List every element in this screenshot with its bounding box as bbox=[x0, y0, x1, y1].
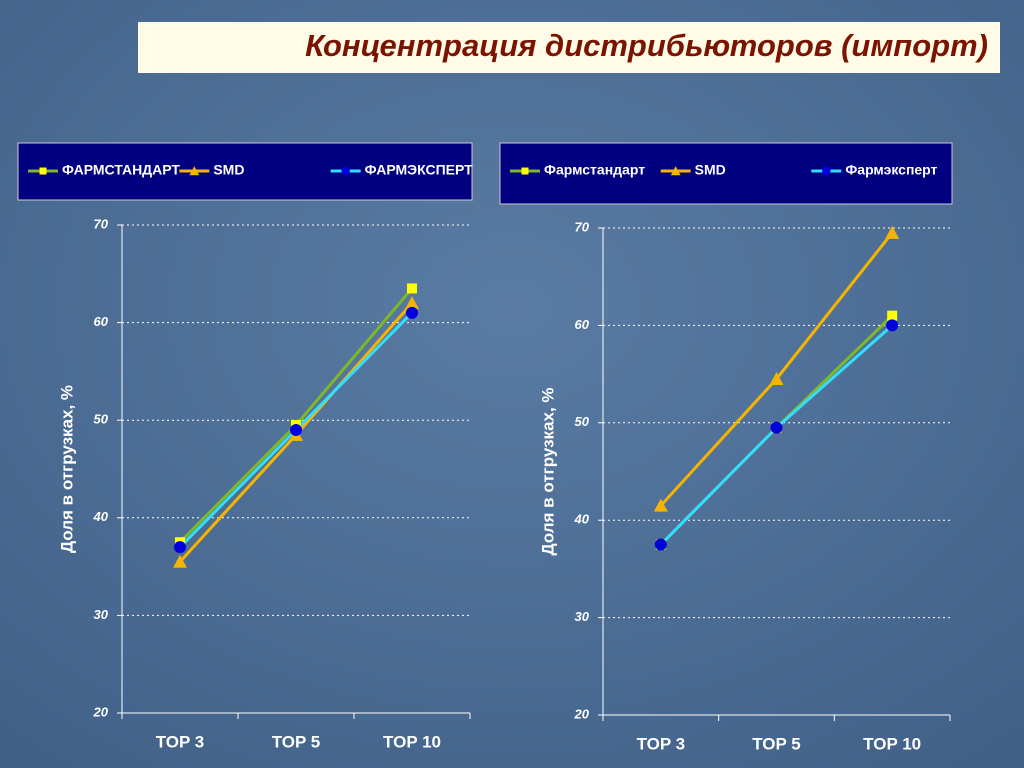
y-tick-label: 50 bbox=[575, 414, 590, 429]
legend-marker bbox=[39, 167, 47, 175]
marker bbox=[769, 371, 784, 385]
y-tick-label: 60 bbox=[575, 317, 590, 332]
y-tick-label: 70 bbox=[94, 216, 109, 231]
legend-marker bbox=[189, 166, 200, 176]
y-tick-label: 30 bbox=[94, 607, 109, 622]
marker bbox=[885, 225, 900, 239]
legend bbox=[17, 142, 473, 201]
marker bbox=[405, 296, 419, 310]
y-axis-label: Доля в отгрузках, % bbox=[538, 387, 557, 555]
legend-marker bbox=[670, 166, 681, 176]
y-tick-label: 20 bbox=[93, 704, 109, 719]
x-tick-label: TOP 3 bbox=[156, 732, 205, 751]
marker bbox=[174, 541, 186, 554]
x-tick-label: TOP 10 bbox=[863, 734, 921, 753]
marker bbox=[887, 310, 898, 321]
y-axis-label: Доля в отгрузках, % bbox=[57, 385, 76, 553]
y-tick-label: 30 bbox=[575, 609, 590, 624]
legend-marker bbox=[822, 166, 831, 176]
x-tick-label: TOP 5 bbox=[272, 732, 321, 751]
marker bbox=[654, 538, 667, 551]
marker bbox=[653, 498, 668, 512]
legend-marker bbox=[341, 166, 350, 176]
legend-label: Фармстандарт bbox=[544, 162, 645, 178]
y-tick-label: 40 bbox=[93, 509, 109, 524]
legend-label: ФАРМСТАНДАРТ bbox=[62, 162, 180, 178]
x-tick-label: TOP 10 bbox=[383, 732, 441, 751]
marker bbox=[406, 306, 418, 319]
y-tick-label: 40 bbox=[574, 512, 590, 527]
marker bbox=[886, 319, 899, 332]
legend-label: ФАРМЭКСПЕРТ bbox=[365, 162, 474, 178]
marker bbox=[173, 554, 187, 568]
y-tick-label: 20 bbox=[574, 706, 590, 721]
legend-label: SMD bbox=[213, 162, 244, 178]
legend-label: SMD bbox=[695, 162, 726, 178]
legend-marker bbox=[521, 167, 529, 175]
y-tick-label: 50 bbox=[94, 412, 109, 427]
legend-label: Фармэксперт bbox=[845, 162, 937, 178]
x-tick-label: TOP 3 bbox=[637, 734, 686, 753]
marker bbox=[407, 283, 417, 294]
y-tick-label: 60 bbox=[94, 314, 109, 329]
legend bbox=[499, 142, 953, 205]
marker bbox=[770, 421, 783, 434]
slide-title: Концентрация дистрибьюторов (импорт) bbox=[305, 28, 988, 63]
x-tick-label: TOP 5 bbox=[752, 734, 801, 753]
marker bbox=[290, 423, 302, 436]
y-tick-label: 70 bbox=[575, 219, 590, 234]
title-box bbox=[138, 22, 1000, 73]
